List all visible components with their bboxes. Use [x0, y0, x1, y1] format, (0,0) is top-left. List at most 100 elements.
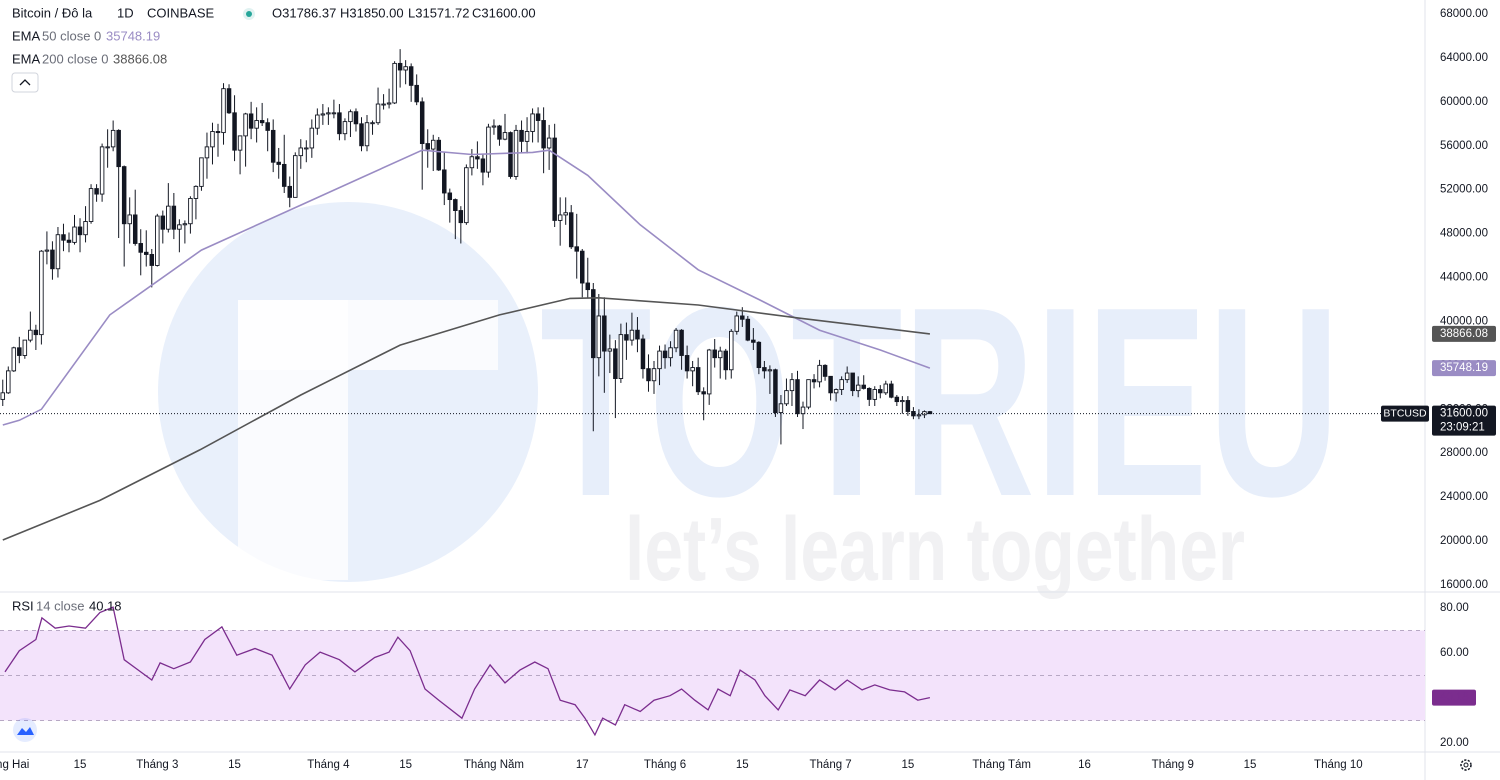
candle-body: [927, 411, 933, 415]
candle-body: [624, 334, 629, 341]
candle-body: [883, 383, 889, 394]
candle-body: [265, 122, 270, 131]
candle-body: [105, 146, 110, 149]
x-tick-label: Tháng 3: [136, 759, 178, 771]
candle-body: [546, 137, 552, 149]
x-tick-label: 15: [901, 759, 914, 771]
y-tick-label: 68000.00: [1440, 8, 1488, 20]
candle-body: [618, 334, 624, 379]
candle-body: [491, 125, 497, 128]
price-pane: [0, 49, 1425, 541]
candle-body: [99, 146, 105, 195]
y-tick-label: 52000.00: [1440, 184, 1488, 196]
candle-body: [613, 348, 618, 379]
indicator-name: EMA: [12, 51, 41, 66]
candle-body: [878, 389, 883, 394]
candle-body: [447, 192, 453, 201]
y-tick-label: 44000.00: [1440, 272, 1488, 284]
settings-icon[interactable]: [1463, 762, 1469, 768]
ema-price-tag-label: 35748.19: [1440, 362, 1488, 374]
candle-body: [11, 347, 17, 372]
ohlc-open: O31786.37: [272, 5, 336, 20]
tv-logo-bg[interactable]: [13, 718, 37, 742]
candle-body: [524, 131, 530, 142]
candle-body: [541, 120, 546, 149]
candle-body: [155, 215, 160, 266]
candle-body: [855, 384, 861, 392]
candle-body: [464, 167, 469, 224]
ema-line: [2, 296, 930, 541]
candle-body: [88, 188, 94, 222]
candle-body: [326, 112, 331, 115]
x-tick-label: 17: [576, 759, 589, 771]
candle-body: [132, 214, 138, 244]
ohlc-close: C31600.00: [472, 5, 536, 20]
y-tick-label: 64000.00: [1440, 52, 1488, 64]
candle-body: [607, 348, 613, 352]
candle-body: [657, 350, 662, 370]
candle-body: [712, 349, 717, 359]
candle-body: [182, 223, 188, 226]
candle-body: [248, 113, 254, 129]
candle-body: [425, 143, 430, 150]
candle-body: [706, 349, 712, 395]
candle-body: [281, 163, 287, 187]
candle-body: [453, 199, 458, 211]
candle-body: [745, 318, 751, 341]
candle-body: [44, 249, 50, 252]
x-tick-label: Tháng 7: [810, 759, 852, 771]
candle-body: [679, 329, 684, 356]
candle-body: [850, 372, 855, 392]
candle-body: [789, 379, 795, 392]
candle-body: [596, 315, 602, 359]
candle-body: [166, 205, 171, 230]
candle-body: [381, 103, 386, 106]
indicator-name: EMA: [12, 28, 41, 43]
candle-body: [276, 161, 281, 165]
candle-body: [916, 414, 922, 417]
market-status-dot: [246, 11, 252, 17]
candle-body: [469, 156, 475, 169]
candle-body: [866, 387, 872, 400]
ema-price-tag: [1432, 360, 1496, 377]
candle-body: [486, 126, 491, 173]
candle-body: [298, 147, 304, 157]
tv-logo[interactable]: [17, 727, 34, 735]
candle-body: [773, 369, 778, 414]
candle-body: [662, 350, 668, 359]
candle-body: [188, 198, 193, 225]
candle-body: [226, 88, 232, 114]
x-tick-label: 15: [736, 759, 749, 771]
candle-body: [364, 122, 370, 147]
y-tick-label: 60000.00: [1440, 96, 1488, 108]
candle-body: [751, 339, 756, 343]
collapse-icon[interactable]: [19, 79, 31, 86]
candle-body: [651, 368, 657, 382]
candle-body: [800, 406, 806, 415]
rsi-tick-label: 80.00: [1440, 602, 1469, 614]
x-tick-label: Tháng 10: [1314, 759, 1363, 771]
candle-body: [110, 129, 116, 148]
candle-body: [353, 111, 359, 125]
candle-body: [55, 234, 61, 270]
candle-body: [563, 212, 568, 216]
y-tick-label: 24000.00: [1440, 491, 1488, 503]
y-tick-label: 48000.00: [1440, 228, 1488, 240]
candle-body: [414, 84, 419, 103]
indicator-value: 35748.19: [106, 28, 160, 43]
countdown-label: 23:09:21: [1440, 422, 1485, 434]
interval: 1D: [117, 5, 134, 20]
rsi-background: [0, 629, 1425, 721]
candle-body: [199, 157, 204, 187]
candle-body: [684, 355, 690, 372]
settings-button[interactable]: [1460, 759, 1472, 771]
indicator-params: 50 close 0: [42, 28, 101, 43]
candle-body: [28, 329, 33, 341]
x-tick-label: Tháng 6: [644, 759, 686, 771]
watermark-brand: TOTRIEU: [540, 252, 1340, 553]
candle-body: [833, 389, 839, 394]
candle-body: [795, 379, 800, 415]
candle-body: [348, 111, 353, 123]
collapse-button[interactable]: [11, 72, 39, 93]
candle-body: [287, 185, 292, 198]
